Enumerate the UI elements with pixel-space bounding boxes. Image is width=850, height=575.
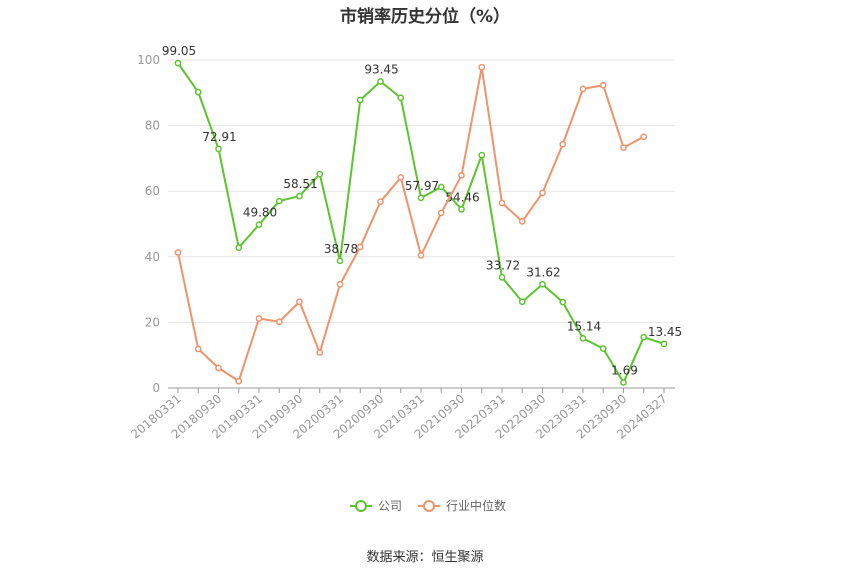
data-point (174, 59, 182, 67)
legend-marker (355, 500, 367, 512)
data-point (458, 172, 465, 179)
data-point (478, 63, 486, 71)
data-point (458, 206, 465, 213)
data-point (640, 333, 648, 341)
legend-marker (423, 500, 435, 512)
y-tick-label: 20 (145, 315, 160, 329)
legend-item-1: 行业中位数 (418, 498, 506, 513)
data-point (397, 94, 405, 102)
data-point (559, 298, 567, 306)
data-point (579, 85, 587, 93)
data-point (215, 145, 222, 153)
data-point (235, 377, 243, 385)
data-label: 1.69 (611, 363, 638, 377)
y-tick-label: 40 (145, 250, 160, 264)
data-label: 38.78 (324, 242, 358, 256)
data-point (296, 192, 303, 200)
data-point (417, 194, 425, 202)
data-label: 13.45 (648, 325, 682, 339)
data-point (194, 88, 202, 96)
data-label: 33.72 (486, 258, 520, 272)
data-point (640, 133, 648, 141)
data-label: 93.45 (364, 62, 398, 76)
data-point (599, 81, 607, 89)
data-point (377, 198, 384, 206)
data-label: 58.51 (283, 177, 317, 191)
data-label: 54.46 (445, 190, 479, 204)
chart-title: 市销率历史分位（%） (339, 7, 511, 27)
data-point (255, 221, 263, 229)
data-point (174, 249, 182, 256)
data-point (620, 379, 627, 386)
y-tick-label: 80 (145, 119, 160, 133)
data-label: 72.91 (202, 130, 236, 144)
series-line-0 (177, 62, 665, 384)
data-point (498, 274, 506, 281)
data-label: 15.14 (567, 319, 601, 333)
data-point (215, 364, 222, 372)
data-point (478, 151, 486, 159)
data-point (579, 334, 587, 342)
data-point (660, 340, 668, 348)
data-point (255, 315, 263, 322)
data-point (599, 345, 607, 352)
data-label: 57.97 (405, 179, 439, 193)
data-point (336, 257, 344, 265)
legend-label: 公司 (378, 499, 402, 513)
legend-label: 行业中位数 (446, 498, 506, 513)
data-point (275, 318, 283, 326)
data-point (397, 174, 405, 181)
data-label: 31.62 (526, 265, 560, 279)
y-tick-label: 100 (137, 53, 160, 67)
data-point (377, 78, 384, 85)
data-point (437, 183, 445, 191)
data-point (518, 218, 526, 225)
data-point (296, 298, 303, 306)
series-line-1 (177, 66, 645, 383)
data-point (356, 96, 364, 104)
data-label: 49.80 (243, 206, 277, 220)
data-point (316, 170, 324, 178)
y-tick-label: 0 (152, 381, 160, 395)
data-point (498, 199, 506, 207)
legend-item-0: 公司 (350, 499, 402, 513)
data-point (559, 140, 567, 148)
data-point (539, 189, 546, 197)
data-point (356, 243, 364, 251)
data-point (275, 197, 283, 205)
data-point (194, 345, 202, 353)
data-point (235, 244, 243, 251)
data-point (417, 252, 425, 259)
data-source: 数据来源：恒生聚源 (366, 550, 484, 565)
data-label: 99.05 (162, 44, 196, 58)
data-point (518, 298, 526, 306)
y-tick-label: 60 (145, 184, 160, 198)
data-point (539, 280, 546, 288)
data-point (437, 209, 445, 217)
data-point (336, 281, 344, 288)
data-point (620, 144, 627, 151)
data-point (316, 349, 324, 356)
